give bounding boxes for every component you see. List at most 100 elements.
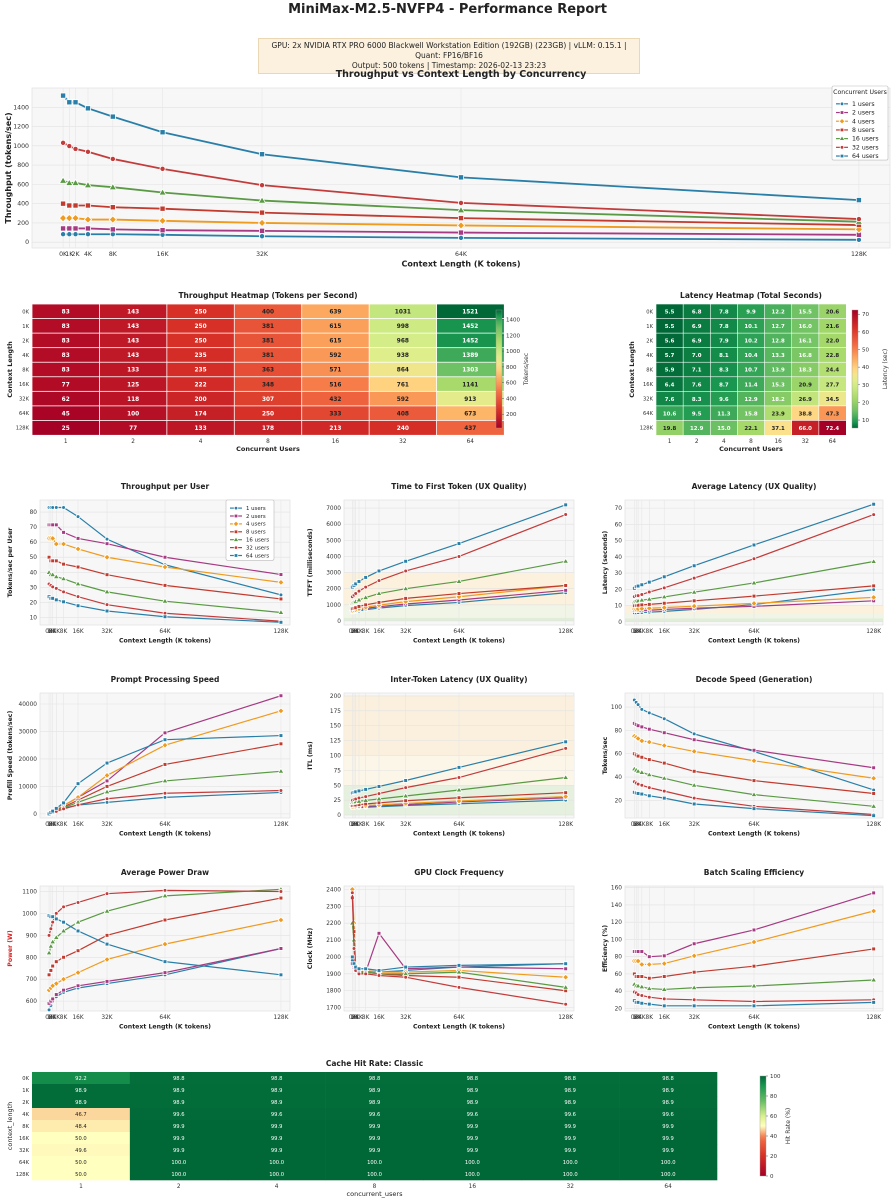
data-point: [162, 917, 168, 923]
data-point: [48, 926, 54, 932]
data-point: [456, 221, 466, 230]
data-point: [456, 985, 462, 990]
data-point: [376, 784, 382, 789]
data-point: [690, 602, 698, 610]
cell-value: 864: [397, 368, 409, 374]
heatmap-cell: [619, 1096, 718, 1109]
data-point: [661, 760, 667, 766]
cell-value: 5.6: [665, 339, 675, 345]
heatmap-cell: [32, 1144, 131, 1157]
data-point: [159, 227, 166, 234]
x-tick-label: 4K: [53, 1015, 61, 1021]
data-point: [356, 966, 362, 972]
x-tick-label: 4: [199, 439, 203, 445]
cell-value: 92.2: [75, 1076, 87, 1082]
cell-value: 381: [262, 339, 274, 345]
heatmap-cell: [423, 1072, 522, 1085]
data-point: [691, 737, 697, 743]
x-axis-label: Context Length (K tokens): [708, 638, 800, 645]
y-tick-label: 40: [615, 555, 623, 561]
data-point: [639, 1000, 645, 1006]
data-point: [634, 735, 642, 743]
data-point: [61, 561, 66, 567]
y-tick-label: 30: [30, 585, 38, 591]
ttft-chart: Time to First Token (UX Quality) 0 1000 200…: [307, 482, 575, 645]
data-point: [647, 975, 652, 981]
colorbar-tick-label: 60: [770, 1114, 777, 1120]
x-tick-label: 128K: [558, 1015, 573, 1021]
x-tick-label: 8K: [646, 629, 654, 635]
data-point: [108, 215, 117, 224]
cell-value: 592: [329, 353, 341, 359]
data-point: [691, 563, 697, 569]
cell-value: 98.9: [173, 1088, 185, 1094]
data-point: [455, 968, 463, 975]
cell-value: 6.8: [692, 309, 702, 315]
legend-marker: [839, 127, 845, 133]
x-tick-label: 0K: [45, 822, 53, 828]
data-point: [45, 949, 53, 956]
latency-heatmap: Latency Heatmap (Total Seconds) 5.5 6.8 7.8…: [628, 291, 889, 453]
y-tick-label: 20: [615, 1006, 623, 1012]
cell-value: 100.0: [661, 1160, 676, 1166]
data-point: [278, 895, 284, 901]
data-point: [639, 724, 645, 730]
y-tick-label: 0: [337, 619, 341, 625]
data-point: [162, 959, 168, 964]
heatmap-cell: [423, 1108, 522, 1121]
data-point: [52, 573, 60, 580]
cell-value: 13.3: [771, 353, 785, 359]
y-tick-label: 0: [25, 239, 29, 246]
data-point: [403, 568, 408, 574]
data-point: [54, 911, 59, 916]
data-point: [871, 946, 876, 952]
cell-value: 26.9: [799, 397, 813, 403]
series-32-users: [350, 512, 568, 600]
x-tick-label: 2: [177, 1184, 181, 1190]
data-point: [259, 209, 266, 216]
cell-value: 22.1: [744, 426, 758, 432]
data-point: [61, 599, 66, 605]
cell-value: 235: [195, 353, 207, 359]
x-tick-label: 32K: [689, 1015, 700, 1021]
data-point: [457, 199, 464, 206]
x-tick-label: 32K: [400, 822, 411, 828]
cell-value: 98.9: [75, 1088, 87, 1094]
chart-title: Cache Hit Rate: Classic: [326, 1059, 423, 1068]
y-tick-label: 50: [334, 783, 342, 789]
data-point: [75, 983, 81, 989]
data-point: [645, 960, 653, 968]
y-tick-label: 2K: [646, 338, 653, 344]
cell-value: 99.9: [662, 1148, 674, 1154]
heatmap-cell: [619, 1144, 718, 1157]
data-point: [645, 771, 653, 778]
cell-value: 38.8: [799, 411, 813, 417]
data-point: [52, 980, 60, 988]
data-point: [363, 794, 368, 799]
data-point: [690, 984, 698, 991]
data-point: [376, 568, 382, 574]
data-point: [61, 954, 66, 960]
y-tick-label: 80: [30, 510, 38, 516]
cell-value: 5.5: [665, 324, 675, 330]
y-tick-label: 100: [611, 937, 622, 943]
data-point: [259, 227, 266, 234]
data-point: [355, 797, 363, 804]
x-tick-label: 32: [802, 439, 810, 445]
data-point: [750, 757, 758, 765]
legend-marker: [232, 520, 240, 528]
chart-title: Latency Heatmap (Total Seconds): [680, 291, 822, 300]
data-point: [690, 781, 698, 788]
data-point: [563, 583, 568, 588]
x-tick-label: 8K: [362, 629, 370, 635]
data-point: [871, 1000, 876, 1005]
cell-value: 100.0: [269, 1172, 284, 1178]
x-tick-label: 32K: [400, 1015, 411, 1021]
x-tick-label: 64K: [159, 629, 170, 635]
y-tick-label: 128K: [16, 1172, 30, 1178]
cell-value: 15.5: [799, 309, 813, 315]
data-point: [84, 148, 91, 155]
x-tick-label: 2K: [352, 822, 360, 828]
data-point: [104, 796, 110, 802]
data-point: [639, 754, 645, 760]
